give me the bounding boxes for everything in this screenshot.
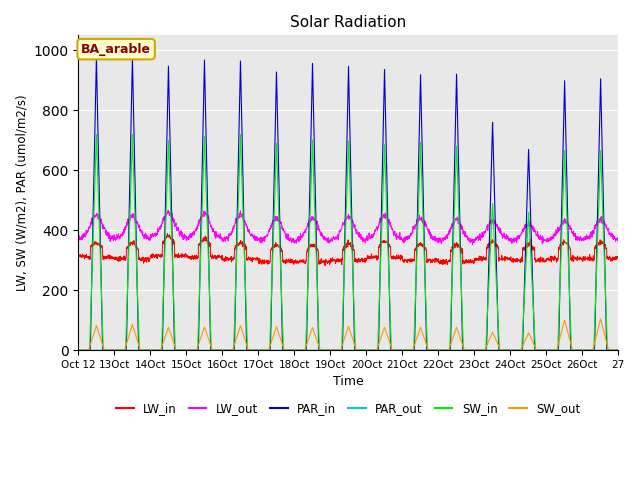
LW_out — [614, 236, 622, 242]
PAR_out — [582, 348, 589, 353]
Line: SW_out: SW_out — [79, 319, 618, 350]
SW_out — [582, 348, 589, 353]
X-axis label: Time: Time — [333, 375, 364, 388]
Y-axis label: LW, SW (W/m2), PAR (umol/m2/s): LW, SW (W/m2), PAR (umol/m2/s) — [15, 95, 28, 291]
PAR_out — [225, 348, 233, 353]
SW_in — [582, 348, 589, 353]
LW_out — [567, 226, 575, 231]
PAR_in — [376, 285, 383, 291]
PAR_out — [505, 348, 513, 353]
LW_in — [376, 242, 384, 248]
SW_out — [614, 348, 622, 353]
LW_out — [164, 208, 172, 214]
Line: LW_in: LW_in — [79, 234, 618, 265]
LW_in — [567, 256, 575, 262]
Text: BA_arable: BA_arable — [81, 43, 151, 56]
SW_in — [237, 132, 244, 137]
LW_out — [225, 233, 233, 239]
SW_out — [567, 340, 575, 346]
LW_in — [582, 256, 590, 262]
LW_out — [582, 235, 590, 240]
Legend: LW_in, LW_out, PAR_in, PAR_out, SW_in, SW_out: LW_in, LW_out, PAR_in, PAR_out, SW_in, S… — [111, 397, 586, 420]
PAR_in — [93, 54, 100, 60]
LW_out — [376, 219, 383, 225]
SW_in — [567, 331, 575, 336]
PAR_in — [75, 348, 83, 353]
SW_out — [75, 348, 83, 353]
LW_out — [364, 236, 372, 242]
PAR_out — [75, 348, 83, 353]
SW_in — [614, 348, 622, 353]
SW_out — [505, 348, 513, 353]
SW_out — [225, 348, 233, 353]
LW_in — [225, 255, 233, 261]
LW_in — [75, 254, 83, 260]
PAR_out — [614, 348, 622, 353]
PAR_in — [567, 348, 575, 353]
SW_in — [376, 284, 383, 290]
Line: SW_in: SW_in — [79, 134, 618, 350]
SW_in — [506, 348, 513, 353]
LW_out — [468, 242, 476, 248]
PAR_out — [376, 348, 383, 353]
PAR_in — [506, 348, 513, 353]
Line: LW_out: LW_out — [79, 211, 618, 245]
LW_out — [506, 235, 513, 241]
LW_out — [75, 234, 83, 240]
LW_in — [364, 254, 372, 260]
LW_in — [614, 255, 622, 261]
SW_out — [376, 339, 383, 345]
LW_in — [506, 257, 513, 263]
SW_in — [225, 348, 233, 353]
SW_in — [75, 348, 83, 353]
Line: PAR_in: PAR_in — [79, 57, 618, 350]
SW_out — [596, 316, 604, 322]
SW_in — [364, 348, 372, 353]
PAR_in — [582, 348, 589, 353]
LW_in — [321, 263, 329, 268]
PAR_out — [364, 348, 372, 353]
LW_in — [164, 231, 172, 237]
Title: Solar Radiation: Solar Radiation — [291, 15, 406, 30]
PAR_in — [364, 348, 372, 353]
PAR_out — [567, 348, 575, 353]
PAR_in — [225, 348, 233, 353]
PAR_in — [614, 348, 622, 353]
SW_out — [364, 348, 372, 353]
